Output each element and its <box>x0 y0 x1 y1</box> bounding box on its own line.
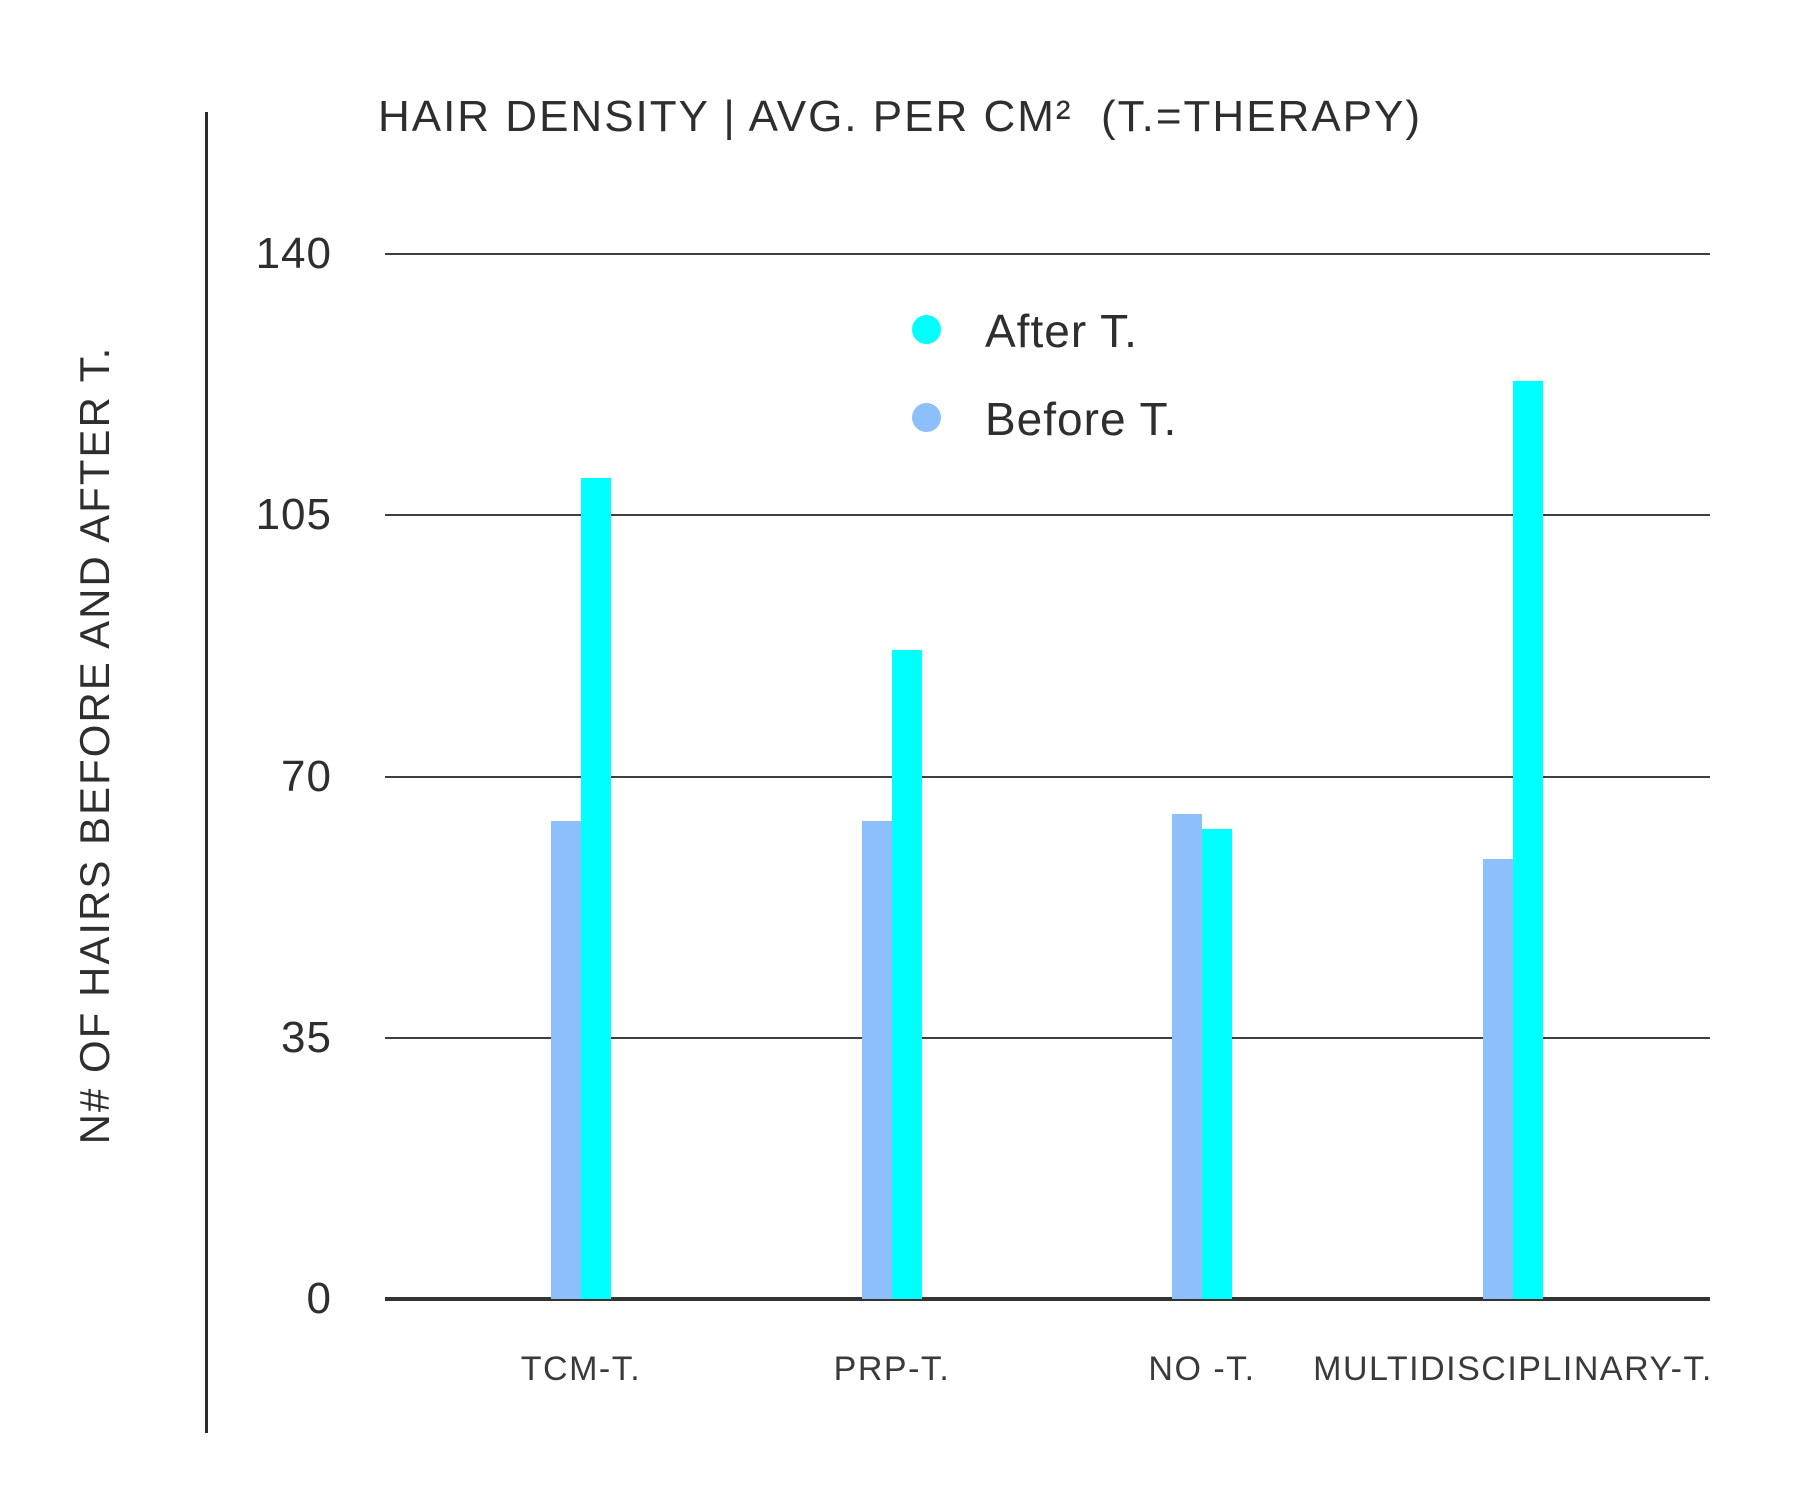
bar-after-3 <box>1202 828 1232 1299</box>
legend-dot-after-icon <box>911 314 941 344</box>
bar-after-1 <box>581 477 611 1299</box>
y-tick-label-105: 105 <box>255 490 332 540</box>
gridline-70 <box>385 775 1710 778</box>
gridline-105 <box>385 514 1710 517</box>
y-axis-line <box>205 112 208 1433</box>
x-category-label-3: NO -T. <box>1148 1350 1256 1388</box>
chart-title: HAIR DENSITY | AVG. PER CM² (T.=THERAPY) <box>377 92 1423 141</box>
bar-before-3 <box>1172 813 1202 1299</box>
y-tick-label-0: 0 <box>306 1274 332 1323</box>
legend-dot-before-icon <box>911 402 941 432</box>
y-tick-label-35: 35 <box>281 1012 332 1062</box>
y-tick-label-140: 140 <box>255 229 332 278</box>
bar-after-4 <box>1513 380 1543 1299</box>
bar-before-2 <box>862 821 892 1299</box>
x-category-label-1: TCM-T. <box>520 1350 642 1388</box>
bar-before-4 <box>1483 858 1513 1299</box>
gridline-140 <box>385 253 1710 255</box>
x-category-label-2: PRP-T. <box>833 1350 951 1388</box>
legend-label-after: After T. <box>985 305 1138 357</box>
y-tick-label-70: 70 <box>281 751 332 801</box>
bar-after-2 <box>892 649 922 1299</box>
x-category-label-4: MULTIDISCIPLINARY-T. <box>1313 1350 1713 1388</box>
bar-before-1 <box>551 821 581 1299</box>
x-axis-baseline <box>385 1297 1710 1301</box>
y-axis-label: N# OF HAIRS BEFORE AND AFTER T. <box>71 345 118 1145</box>
gridline-35 <box>385 1036 1710 1039</box>
legend-label-before: Before T. <box>985 393 1178 445</box>
